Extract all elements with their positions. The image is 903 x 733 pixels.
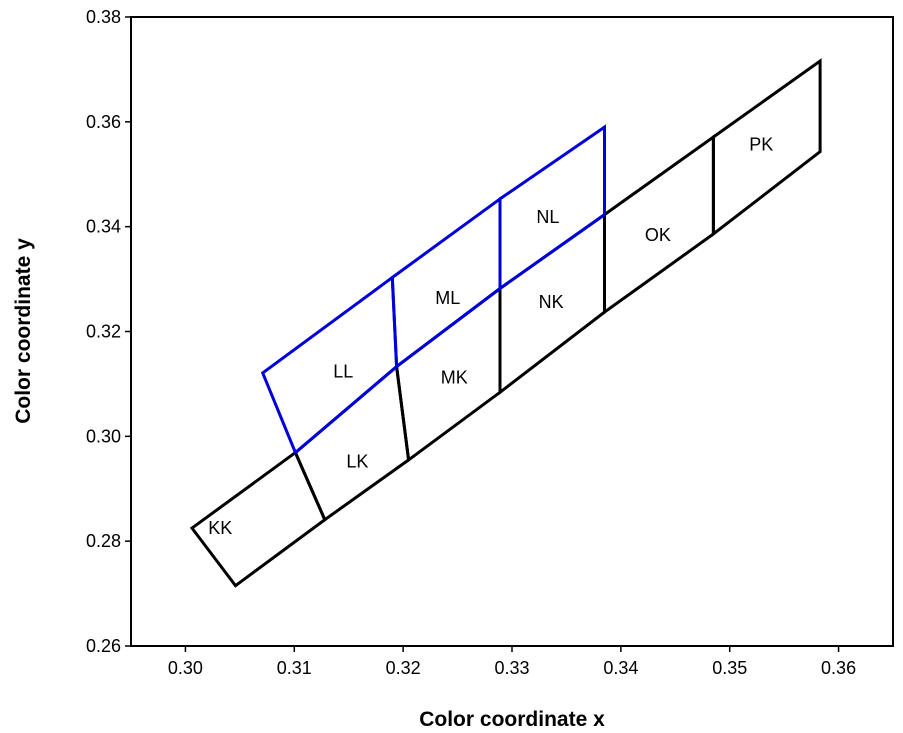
y-axis-ticks: 0.26 0.28 0.30 0.32 0.34 0.36 0.38 <box>86 7 131 656</box>
plot-area <box>130 16 894 647</box>
y-tick-label: 0.30 <box>86 426 121 446</box>
y-tick-label: 0.26 <box>86 636 121 656</box>
bin-label-nl: NL <box>536 207 559 227</box>
bin-label-lk: LK <box>346 451 368 471</box>
y-tick-label: 0.32 <box>86 322 121 342</box>
x-axis-ticks: 0.30 0.31 0.32 0.33 0.34 0.35 0.36 <box>168 646 856 678</box>
x-tick-label: 0.35 <box>712 658 747 678</box>
bin-polygons <box>189 58 822 588</box>
bin-label-kk: KK <box>208 518 232 538</box>
bin-label-mk: MK <box>441 368 468 388</box>
bin-labels: KK LK MK NK OK PK LL ML NL <box>208 134 773 538</box>
x-tick-label: 0.33 <box>494 658 529 678</box>
y-tick-label: 0.36 <box>86 112 121 132</box>
x-axis-title: Color coordinate x <box>419 708 605 731</box>
bin-label-pk: PK <box>749 134 773 154</box>
bin-pk <box>711 58 822 238</box>
x-tick-label: 0.31 <box>277 658 312 678</box>
y-axis-title: Color coordinate y <box>12 238 35 424</box>
bin-label-ml: ML <box>435 288 460 308</box>
y-tick-label: 0.28 <box>86 531 121 551</box>
y-tick-label: 0.38 <box>86 7 121 27</box>
x-tick-label: 0.34 <box>603 658 638 678</box>
x-tick-label: 0.30 <box>168 658 203 678</box>
x-tick-label: 0.36 <box>821 658 856 678</box>
bin-label-nk: NK <box>539 292 564 312</box>
y-tick-label: 0.34 <box>86 217 121 237</box>
bin-label-ok: OK <box>645 225 671 245</box>
bin-nl <box>498 124 606 292</box>
bin-label-ll: LL <box>333 361 353 381</box>
x-tick-label: 0.32 <box>386 658 421 678</box>
